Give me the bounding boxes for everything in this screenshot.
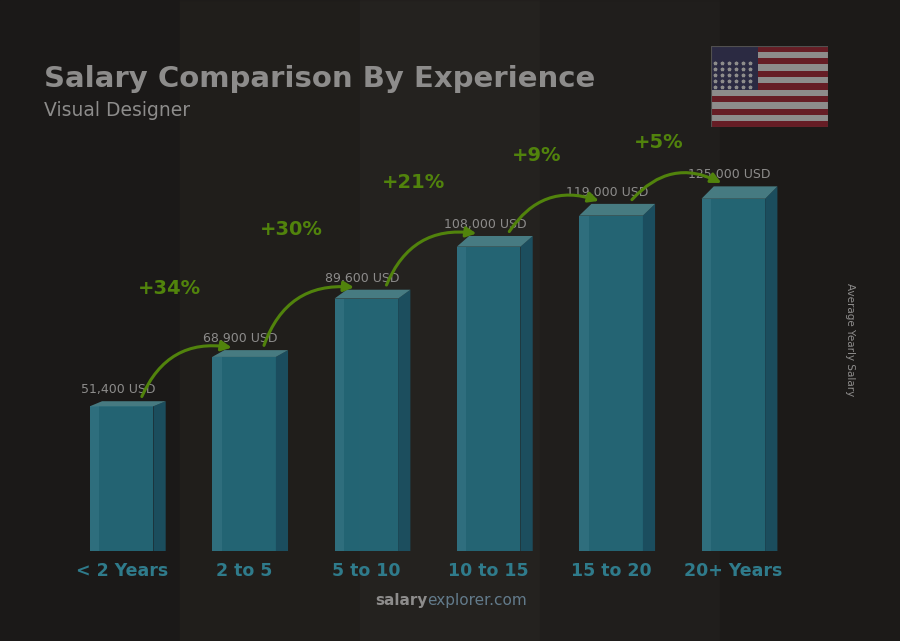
- Polygon shape: [702, 187, 778, 199]
- Polygon shape: [335, 299, 398, 551]
- Bar: [711, 71, 828, 77]
- Polygon shape: [580, 215, 643, 551]
- Text: 108,000 USD: 108,000 USD: [444, 218, 526, 231]
- Text: 89,600 USD: 89,600 USD: [326, 272, 400, 285]
- Text: 51,400 USD: 51,400 USD: [81, 383, 155, 396]
- Polygon shape: [765, 187, 778, 551]
- Bar: [711, 96, 828, 103]
- Polygon shape: [275, 350, 288, 551]
- Bar: [711, 46, 758, 90]
- Polygon shape: [90, 406, 99, 551]
- Bar: [711, 52, 828, 58]
- Bar: [711, 121, 828, 128]
- Text: Salary Comparison By Experience: Salary Comparison By Experience: [44, 65, 595, 93]
- Polygon shape: [457, 247, 466, 551]
- Bar: [711, 90, 828, 96]
- Polygon shape: [212, 357, 275, 551]
- Polygon shape: [153, 401, 166, 551]
- Bar: [711, 103, 828, 108]
- Bar: [711, 58, 828, 65]
- Text: Visual Designer: Visual Designer: [44, 101, 190, 120]
- Polygon shape: [702, 199, 711, 551]
- Polygon shape: [702, 199, 765, 551]
- Text: +30%: +30%: [260, 221, 323, 239]
- Polygon shape: [335, 299, 344, 551]
- Text: +34%: +34%: [138, 279, 201, 297]
- Text: 119,000 USD: 119,000 USD: [566, 186, 649, 199]
- Polygon shape: [643, 204, 655, 551]
- Polygon shape: [212, 350, 288, 357]
- Polygon shape: [520, 236, 533, 551]
- Text: explorer.com: explorer.com: [428, 594, 527, 608]
- Polygon shape: [90, 406, 153, 551]
- Text: 125,000 USD: 125,000 USD: [688, 169, 771, 181]
- Bar: [711, 115, 828, 121]
- Bar: [711, 108, 828, 115]
- Polygon shape: [580, 204, 655, 215]
- Bar: [711, 46, 828, 52]
- Text: salary: salary: [375, 594, 428, 608]
- Text: Average Yearly Salary: Average Yearly Salary: [845, 283, 855, 396]
- Polygon shape: [335, 290, 410, 299]
- Bar: [711, 83, 828, 90]
- Text: +21%: +21%: [382, 172, 446, 192]
- Polygon shape: [457, 247, 520, 551]
- Text: +9%: +9%: [511, 146, 561, 165]
- Polygon shape: [90, 401, 166, 406]
- Text: 68,900 USD: 68,900 USD: [203, 332, 277, 345]
- Polygon shape: [457, 236, 533, 247]
- Polygon shape: [212, 357, 221, 551]
- Polygon shape: [580, 215, 589, 551]
- Text: +5%: +5%: [634, 133, 683, 152]
- Bar: [711, 65, 828, 71]
- Bar: [711, 77, 828, 83]
- Polygon shape: [398, 290, 410, 551]
